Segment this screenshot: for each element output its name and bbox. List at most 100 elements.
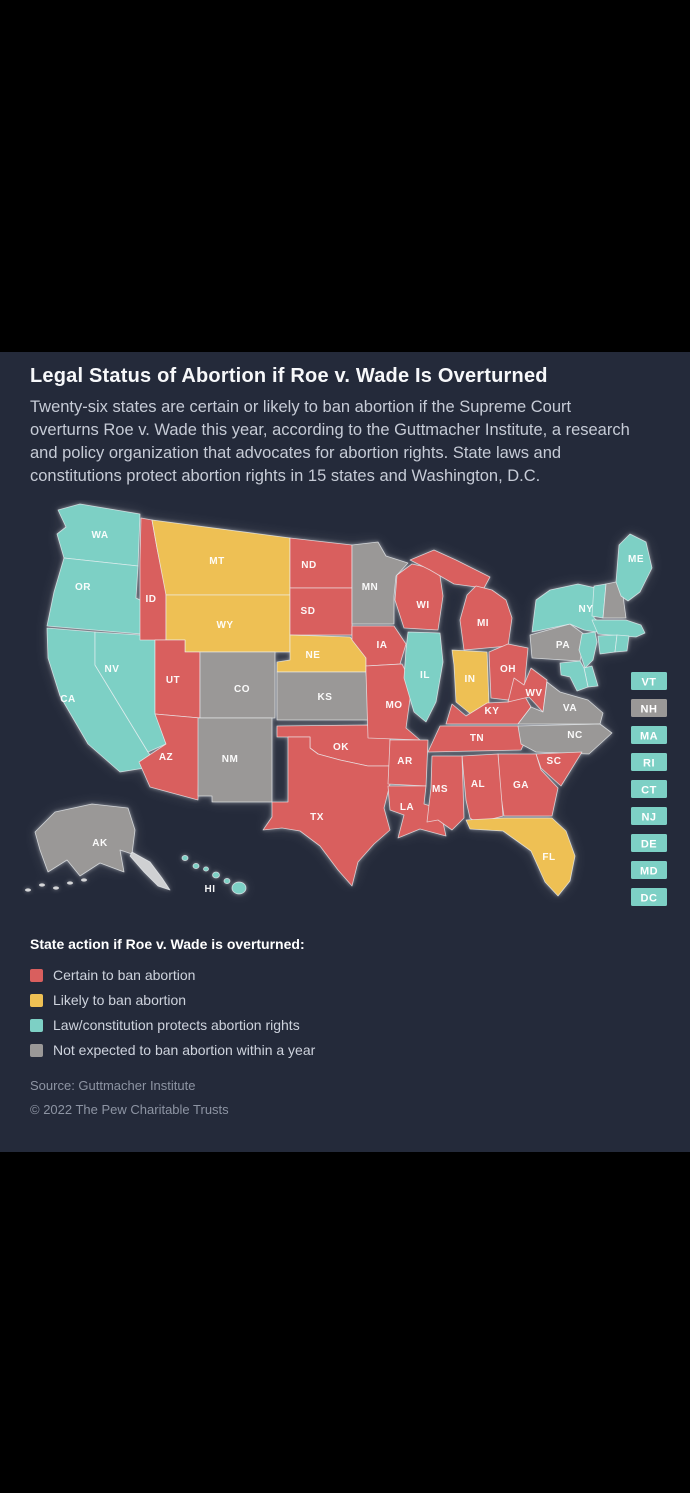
state-label-SD: SD — [301, 606, 316, 617]
legend-label-not_expected: Not expected to ban abortion within a ye… — [53, 1042, 316, 1058]
state-FL — [465, 817, 576, 897]
state-label-OR: OR — [75, 582, 91, 593]
legend-item-certain: Certain to ban abortion — [30, 967, 315, 983]
state-label-SC: SC — [547, 756, 562, 767]
state-label-OK: OK — [333, 742, 349, 753]
state-label-MN: MN — [362, 582, 379, 593]
side-label-box-NJ — [631, 807, 667, 825]
state-label-IL: IL — [420, 670, 430, 681]
subtitle-text: Twenty-six states are certain or likely … — [30, 398, 630, 485]
state-VA — [517, 681, 604, 725]
legend-item-protects: Law/constitution protects abortion right… — [30, 1017, 315, 1033]
legend-item-likely: Likely to ban abortion — [30, 992, 315, 1008]
state-MI — [409, 549, 491, 589]
alaska-panhandle — [129, 851, 171, 891]
state-TX — [262, 736, 391, 887]
side-label-text-NH: NH — [641, 704, 658, 716]
state-NM — [197, 717, 273, 803]
aleutian-island — [53, 886, 59, 890]
state-label-WY: WY — [216, 620, 233, 631]
state-label-MI: MI — [477, 618, 489, 629]
state-label-ID: ID — [146, 594, 157, 605]
state-MN — [351, 541, 409, 625]
state-label-CO: CO — [234, 684, 250, 695]
aleutian-island — [81, 878, 87, 882]
state-label-NV: NV — [105, 664, 120, 675]
state-label-MO: MO — [385, 700, 402, 711]
legend-items: Certain to ban abortion Likely to ban abo… — [30, 967, 315, 1058]
state-WI — [394, 563, 444, 631]
state-NC — [517, 723, 613, 755]
state-AL — [461, 753, 504, 829]
side-label-text-MD: MD — [640, 866, 658, 878]
side-label-box-RI — [631, 753, 667, 771]
source-note: Source: Guttmacher Institute — [30, 1078, 196, 1093]
state-label-OH: OH — [500, 664, 516, 675]
state-HI-island-5 — [231, 881, 247, 895]
side-label-text-NJ: NJ — [641, 812, 656, 824]
state-label-CA: CA — [60, 694, 75, 705]
side-label-text-DE: DE — [641, 839, 657, 851]
infographic-card: Legal Status of Abortion if Roe v. Wade … — [0, 352, 690, 1152]
state-HI-island-2 — [203, 866, 209, 872]
state-HI-island-3 — [212, 871, 220, 879]
side-label-box-CT — [631, 780, 667, 798]
state-label-ND: ND — [301, 560, 316, 571]
state-label-MT: MT — [209, 556, 224, 567]
state-label-KY: KY — [485, 706, 500, 717]
side-label-text-VT: VT — [641, 677, 656, 689]
state-label-AL: AL — [471, 779, 485, 790]
state-label-NE: NE — [306, 650, 321, 661]
legend-swatch-likely — [30, 993, 43, 1007]
state-label-MS: MS — [432, 784, 448, 795]
side-label-text-RI: RI — [643, 758, 655, 770]
side-label-box-VT — [631, 672, 667, 690]
state-MS — [426, 755, 465, 831]
page-title: Legal Status of Abortion if Roe v. Wade … — [30, 365, 548, 387]
state-MD — [559, 660, 589, 692]
state-HI-island-1 — [192, 863, 200, 869]
state-label-WV: WV — [525, 688, 542, 699]
state-WV — [507, 667, 548, 713]
side-label-text-CT: CT — [641, 785, 657, 797]
state-label-AK: AK — [92, 838, 108, 849]
state-HI-island-0 — [181, 855, 189, 861]
aleutian-island — [39, 883, 45, 887]
aleutian-island — [25, 888, 31, 892]
state-label-WA: WA — [91, 530, 108, 541]
state-NY — [531, 583, 605, 633]
state-label-TN: TN — [470, 733, 484, 744]
aleutian-island — [67, 881, 73, 885]
state-label-HI: HI — [205, 884, 216, 895]
side-label-text-DC: DC — [641, 893, 658, 905]
side-label-box-NH — [631, 699, 667, 717]
state-label-VA: VA — [563, 703, 577, 714]
state-LA — [387, 785, 447, 839]
legend-title: State action if Roe v. Wade is overturne… — [30, 936, 305, 952]
state-label-WI: WI — [416, 600, 429, 611]
state-label-PA: PA — [556, 640, 570, 651]
state-label-FL: FL — [542, 852, 555, 863]
side-label-text-MA: MA — [640, 731, 658, 743]
state-label-AR: AR — [397, 756, 413, 767]
state-RI — [614, 634, 630, 653]
side-label-box-MD — [631, 861, 667, 879]
legend-label-protects: Law/constitution protects abortion right… — [53, 1017, 300, 1033]
side-label-box-DE — [631, 834, 667, 852]
legend-label-certain: Certain to ban abortion — [53, 967, 196, 983]
state-label-KS: KS — [318, 692, 333, 703]
legend-item-not_expected: Not expected to ban abortion within a ye… — [30, 1042, 315, 1058]
state-label-NC: NC — [567, 730, 582, 741]
legend: State action if Roe v. Wade is overturne… — [30, 936, 315, 1067]
state-ME — [615, 533, 653, 602]
state-label-NY: NY — [579, 604, 594, 615]
state-label-TX: TX — [310, 812, 324, 823]
state-label-IA: IA — [377, 640, 388, 651]
state-SD — [289, 587, 353, 636]
state-MI-part1 — [459, 585, 513, 651]
state-label-AZ: AZ — [159, 752, 173, 763]
state-MA — [591, 619, 646, 638]
state-label-ME: ME — [628, 554, 644, 565]
copyright-note: © 2022 The Pew Charitable Trusts — [30, 1102, 229, 1117]
